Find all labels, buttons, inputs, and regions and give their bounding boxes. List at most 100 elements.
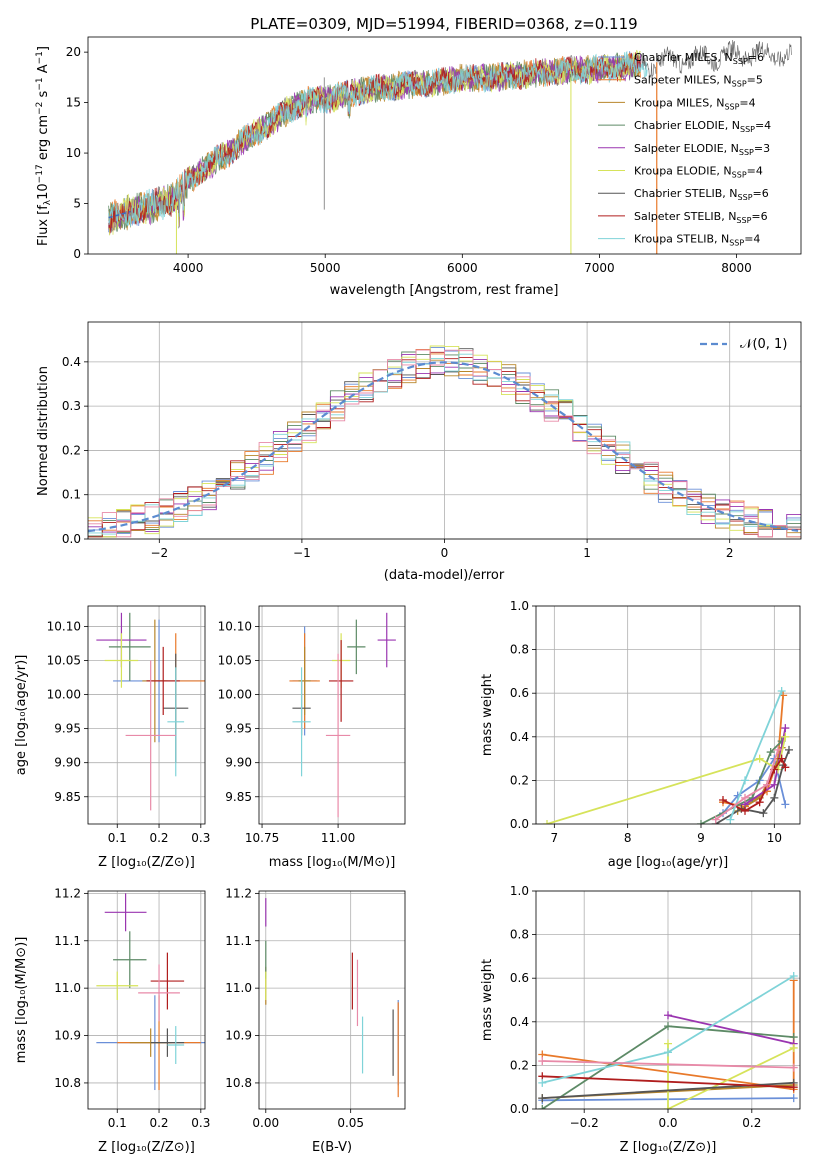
- weight-marker: [755, 754, 764, 763]
- y-tick-label: 0.3: [62, 399, 81, 413]
- legend-entry-part: SSP: [732, 171, 747, 180]
- x-tick-label: 8: [624, 831, 632, 845]
- data-point-errorbar: [138, 964, 180, 1022]
- y-tick-label: 9.95: [54, 722, 81, 736]
- data-point-errorbar: [298, 646, 311, 715]
- data-point-errorbar: [292, 667, 311, 777]
- y-tick-label: 10.10: [47, 619, 81, 633]
- weight-series-line: [697, 737, 786, 824]
- histogram-series: [88, 347, 801, 535]
- data-point-errorbar: [104, 893, 147, 932]
- y-axis-label: mass weight: [480, 674, 495, 756]
- legend-entry-part: SSP: [739, 148, 754, 157]
- legend-entry-part: Chabrier MILES, N: [634, 51, 733, 64]
- weight-marker: [538, 1057, 547, 1066]
- legend-entry-part: Salpeter MILES, N: [634, 74, 732, 87]
- legend-entry-part: SSP: [733, 57, 748, 66]
- axes-frame: [87, 890, 206, 1110]
- weight-marker: [741, 806, 749, 815]
- errorbars: [289, 612, 396, 818]
- legend-entry-part: SSP: [740, 125, 755, 134]
- y-axis-label-part: Flux [f: [36, 205, 51, 246]
- x-tick-label: 0.2: [149, 831, 168, 845]
- weight-marker: [664, 1039, 672, 1048]
- weight-marker: [726, 815, 735, 824]
- y-tick-label: 0.2: [62, 443, 81, 457]
- y-axis-label-part: s: [36, 90, 51, 101]
- y-tick-label: 10.05: [218, 654, 252, 668]
- weight-marker: [781, 724, 790, 733]
- x-tick-label: 7: [551, 831, 559, 845]
- legend-entry-part: =5: [747, 74, 763, 87]
- legend-gaussian-label: 𝒩(0, 1): [740, 337, 787, 352]
- y-tick-label: 10.9: [54, 1029, 81, 1043]
- weight-marker: [664, 1022, 672, 1031]
- weight-series-line: [538, 1057, 798, 1072]
- legend-entry-part: =6: [748, 51, 764, 64]
- y-axis-label-part: −1: [35, 77, 45, 90]
- weight-marker: [766, 748, 775, 757]
- y-tick-label: 0.0: [510, 817, 529, 831]
- x-tick-label: −0.2: [570, 1116, 599, 1130]
- spectra-lines: [108, 39, 792, 254]
- weight-marker: [777, 754, 786, 763]
- y-tick-label: 11.0: [54, 981, 81, 995]
- weight-line: [715, 749, 779, 821]
- weight-marker: [755, 798, 764, 807]
- y-tick-label: 0.2: [510, 1058, 529, 1072]
- legend-entry-part: =4: [755, 119, 771, 132]
- weight-marker: [781, 800, 790, 809]
- x-tick-label: 0.2: [149, 1116, 168, 1130]
- x-tick-label: 7000: [584, 261, 615, 275]
- weight-series-line: [711, 745, 782, 824]
- data-point-errorbar: [150, 1028, 185, 1057]
- y-axis-label-part: −1: [35, 51, 45, 64]
- legend-entry-part: =6: [753, 187, 769, 200]
- errorbars: [265, 898, 399, 1098]
- y-axis-label: mass weight: [480, 959, 495, 1041]
- histogram-lines: [88, 345, 801, 538]
- weight-marker: [664, 1011, 672, 1020]
- x-tick-label: 11.00: [321, 831, 355, 845]
- y-tick-label: 10.00: [218, 688, 252, 702]
- y-tick-label: 0.0: [510, 1102, 529, 1116]
- weight-series-line: [538, 1072, 798, 1092]
- weight-marker: [777, 687, 786, 696]
- weight-series-line: [664, 1039, 798, 1109]
- y-tick-label: 0.2: [510, 773, 529, 787]
- x-axis-label: age [log₁₀(age/yr)]: [608, 855, 729, 870]
- weight-marker: [719, 796, 727, 805]
- chart-title: PLATE=0309, MJD=51994, FIBERID=0368, z=0…: [250, 15, 637, 33]
- data-point-errorbar: [104, 633, 139, 688]
- x-tick-label: 4000: [173, 261, 204, 275]
- y-tick-label: 10.05: [47, 654, 81, 668]
- axes-frame: [258, 890, 406, 1110]
- weight-line: [542, 1075, 794, 1089]
- y-tick-label: 0.6: [510, 971, 529, 985]
- x-tick-label: 2: [726, 546, 734, 560]
- data-point-errorbar: [150, 952, 185, 1010]
- y-tick-label: 9.90: [54, 756, 81, 770]
- x-tick-label: −2: [150, 546, 168, 560]
- y-tick-label: 1.0: [510, 884, 529, 898]
- y-axis-label-part: −17: [35, 164, 45, 183]
- y-axis-label: mass [log₁₀(M/M⊙)]: [14, 937, 29, 1064]
- weight-line: [667, 1043, 795, 1109]
- legend-entry-part: =4: [739, 96, 755, 109]
- weight-series-line: [726, 687, 786, 824]
- legend-entry-part: SSP: [738, 193, 753, 202]
- axes-residuals: −2 −1 0 1 2 0.0 0.1 0.2 0.3 0.4: [62, 321, 802, 560]
- y-axis-label-part: 10: [36, 183, 51, 200]
- data-point-errorbar: [96, 971, 139, 1000]
- y-tick-label: 0.4: [510, 730, 529, 744]
- weight-marker: [538, 1105, 547, 1109]
- weight-marker: [711, 815, 720, 824]
- spectrum-line: [108, 50, 648, 227]
- y-axis-label-part: erg cm: [36, 115, 51, 164]
- legend-entry-part: Salpeter ELODIE, N: [634, 142, 739, 155]
- legend-entry: Kroupa ELODIE, NSSP=4: [634, 165, 763, 180]
- data-point-errorbar: [167, 667, 185, 777]
- weight-marker: [664, 1105, 672, 1109]
- y-tick-label: 20: [66, 45, 81, 59]
- y-tick-label: 9.85: [225, 790, 252, 804]
